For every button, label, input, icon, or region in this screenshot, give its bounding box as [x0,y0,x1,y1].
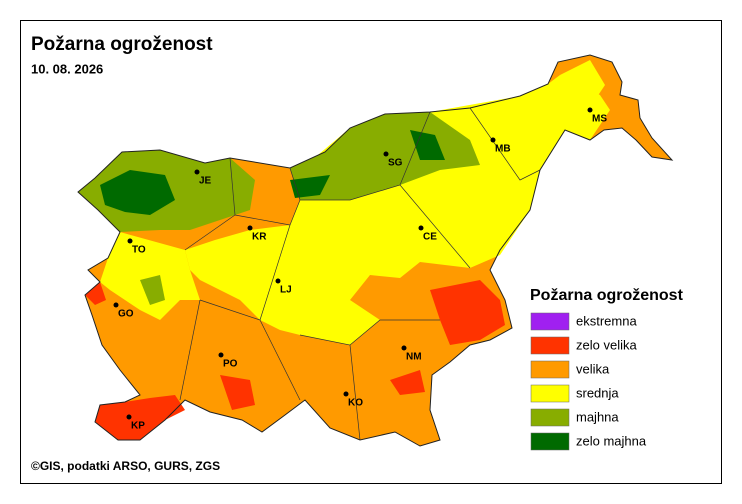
credit: ©GIS, podatki ARSO, GURS, ZGS [31,459,220,473]
city-dot [127,238,133,244]
city-label: NM [406,352,422,363]
region-border [179,107,541,441]
region-zelo-velika [390,370,425,395]
region-zelo-velika [430,280,505,345]
legend-label: majhna [576,409,619,424]
city-label: KO [348,398,363,409]
region-zelo-velika [95,395,185,440]
region-zelo-velika [220,375,255,410]
city-label: KP [131,421,145,432]
region-zelo-majhna [100,170,175,215]
city-label: CE [423,232,437,243]
city-dot [247,225,253,231]
region-zelo-majhna [410,130,445,160]
city-label: MB [495,144,511,155]
region-srednja [560,60,605,100]
legend-swatch [530,360,570,379]
region-zelo-majhna [290,175,330,198]
date: 10. 08. 2026 [31,61,103,76]
city-label: PO [223,359,238,370]
map [77,54,674,447]
city-dot [275,278,281,284]
legend-title: Požarna ogroženost [530,287,684,304]
city-dot [587,107,593,113]
legend-swatch [530,384,570,403]
region-srednja [100,232,200,320]
legend-swatch [530,432,570,451]
country-border [77,54,674,447]
city-dot [126,414,132,420]
city-dot [383,151,389,157]
legend-swatch [530,336,570,355]
city-dot [401,345,407,351]
city-dot [343,391,349,397]
city-label: GO [118,309,134,320]
legend-label: zelo velika [576,337,637,352]
city-label: SG [388,158,403,169]
legend-label: zelo majhna [576,433,647,448]
region-srednja [185,75,610,345]
city-label: LJ [280,285,292,296]
legend-swatch [530,408,570,427]
city-label: JE [199,176,212,187]
title: Požarna ogroženost [31,34,213,55]
region-majhna [140,275,165,305]
city-label: TO [132,245,146,256]
city-dot [490,137,496,143]
city-dot [113,302,119,308]
legend-label: ekstremna [576,313,637,328]
city-label: MS [592,114,607,125]
legend-swatch [530,312,570,331]
region-zelo-velika [85,282,106,305]
city-label: KR [252,232,267,243]
city-dot [218,352,224,358]
legend-label: velika [576,361,610,376]
legend-label: srednja [576,385,619,400]
city-dot [418,225,424,231]
city-dot [194,169,200,175]
